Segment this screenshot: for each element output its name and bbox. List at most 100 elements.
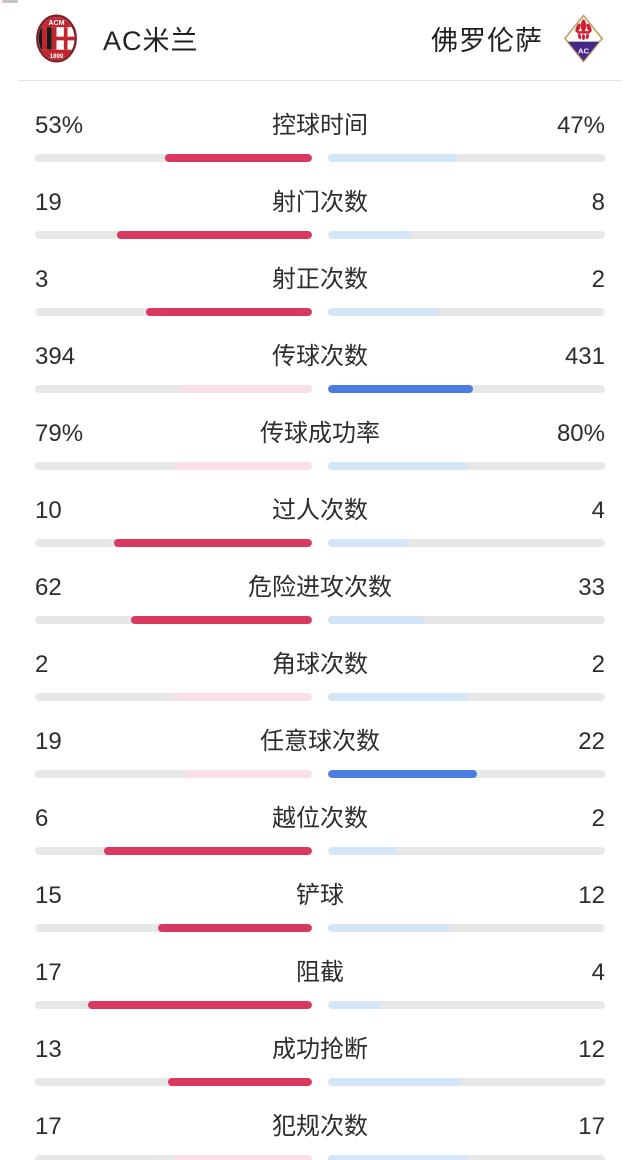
stat-row: 13 成功抢断 12 xyxy=(35,1035,605,1112)
stat-row: 17 阻截 4 xyxy=(35,958,605,1035)
away-bar-fill xyxy=(328,308,439,316)
home-bar-track xyxy=(35,231,312,239)
stat-label: 阻截 xyxy=(296,959,344,986)
away-bar-fill xyxy=(328,231,410,239)
home-bar-track xyxy=(35,616,312,624)
home-value: 17 xyxy=(35,959,62,986)
stat-label: 越位次数 xyxy=(272,805,368,832)
header-divider xyxy=(18,80,622,81)
svg-text:ACM: ACM xyxy=(48,18,64,26)
away-bar-track xyxy=(328,770,605,778)
home-value: 79% xyxy=(35,420,84,447)
stat-bars xyxy=(35,231,605,239)
home-value: 53% xyxy=(35,112,84,139)
home-bar-track xyxy=(35,462,312,470)
stat-row: 79% 传球成功率 80% xyxy=(35,419,605,496)
stat-bars xyxy=(35,1001,605,1009)
svg-text:AC: AC xyxy=(578,46,590,55)
stat-line: 53% 控球时间 47% xyxy=(35,111,605,141)
away-bar-fill xyxy=(328,770,477,778)
away-bar-track xyxy=(328,693,605,701)
home-bar-track xyxy=(35,770,312,778)
status-bar-artifact xyxy=(2,0,18,3)
away-bar-fill xyxy=(328,1155,467,1160)
away-value: 47% xyxy=(556,112,605,139)
away-bar-track xyxy=(328,924,605,932)
home-bar-fill xyxy=(167,1078,312,1086)
away-bar-track xyxy=(328,1078,605,1086)
stat-row: 6 越位次数 2 xyxy=(35,804,605,881)
stat-label: 角球次数 xyxy=(272,651,368,678)
away-value: 4 xyxy=(591,959,605,986)
away-bar-fill xyxy=(328,1001,381,1009)
away-bar-fill xyxy=(328,693,467,701)
stat-line: 3 射正次数 2 xyxy=(35,265,605,295)
away-value: 4 xyxy=(591,497,605,524)
stat-bars xyxy=(35,1155,605,1160)
away-value: 33 xyxy=(578,574,605,601)
away-bar-track xyxy=(328,539,605,547)
stat-bars xyxy=(35,770,605,778)
home-bar-fill xyxy=(179,385,312,393)
svg-text:1899: 1899 xyxy=(50,52,64,59)
away-value: 431 xyxy=(564,343,605,370)
away-value: 12 xyxy=(578,882,605,909)
home-bar-track xyxy=(35,539,312,547)
stat-label: 任意球次数 xyxy=(260,728,380,755)
home-value: 2 xyxy=(35,651,49,678)
home-bar-track xyxy=(35,847,312,855)
away-bar-fill xyxy=(328,539,408,547)
stat-label: 成功抢断 xyxy=(272,1036,368,1063)
stat-row: 15 铲球 12 xyxy=(35,881,605,958)
stat-bars xyxy=(35,539,605,547)
stat-line: 62 危险进攻次数 33 xyxy=(35,573,605,603)
stat-label: 射正次数 xyxy=(272,266,368,293)
home-team-name: AC米兰 xyxy=(103,25,199,56)
home-bar-track xyxy=(35,693,312,701)
stat-label: 传球次数 xyxy=(272,343,368,370)
home-bar-track xyxy=(35,1155,312,1160)
stat-bars xyxy=(35,693,605,701)
stat-bars xyxy=(35,847,605,855)
stat-row: 53% 控球时间 47% xyxy=(35,111,605,188)
away-value: 80% xyxy=(556,420,605,447)
home-bar-fill xyxy=(173,1155,312,1160)
stat-bars xyxy=(35,616,605,624)
stat-label: 犯规次数 xyxy=(272,1113,368,1140)
stat-line: 2 角球次数 2 xyxy=(35,650,605,680)
stat-line: 394 传球次数 431 xyxy=(35,342,605,372)
match-header: ACM 1899 AC米兰 佛罗伦萨 xyxy=(0,0,640,68)
stat-row: 2 角球次数 2 xyxy=(35,650,605,727)
away-bar-fill xyxy=(328,847,398,855)
away-bar-track xyxy=(328,231,605,239)
home-value: 15 xyxy=(35,882,62,909)
home-bar-fill xyxy=(183,770,312,778)
home-bar-track xyxy=(35,1001,312,1009)
home-value: 394 xyxy=(35,343,76,370)
home-team: ACM 1899 AC米兰 xyxy=(36,14,199,63)
stat-row: 394 传球次数 431 xyxy=(35,342,605,419)
stat-line: 19 射门次数 8 xyxy=(35,188,605,218)
away-bar-fill xyxy=(328,616,425,624)
stat-label: 铲球 xyxy=(296,882,344,909)
stats-list: 53% 控球时间 47% 19 射门次数 8 3 射正次数 2 394 传球次数 431 79% 传球成功… xyxy=(0,81,640,1160)
stat-line: 17 阻截 4 xyxy=(35,958,605,988)
stat-bars xyxy=(35,308,605,316)
away-value: 8 xyxy=(591,189,605,216)
home-value: 13 xyxy=(35,1036,62,1063)
stat-row: 17 犯规次数 17 xyxy=(35,1112,605,1160)
stat-line: 15 铲球 12 xyxy=(35,881,605,911)
stat-label: 危险进攻次数 xyxy=(248,574,392,601)
stat-bars xyxy=(35,385,605,393)
home-bar-fill xyxy=(174,462,312,470)
fiorentina-crest-icon: AC xyxy=(563,13,604,63)
ac-milan-crest-icon: ACM 1899 xyxy=(36,14,77,62)
stat-label: 传球成功率 xyxy=(260,420,380,447)
away-bar-track xyxy=(328,154,605,162)
stat-bars xyxy=(35,924,605,932)
stat-bars xyxy=(35,1078,605,1086)
away-value: 2 xyxy=(591,651,605,678)
away-value: 2 xyxy=(591,266,605,293)
away-bar-track xyxy=(328,308,605,316)
